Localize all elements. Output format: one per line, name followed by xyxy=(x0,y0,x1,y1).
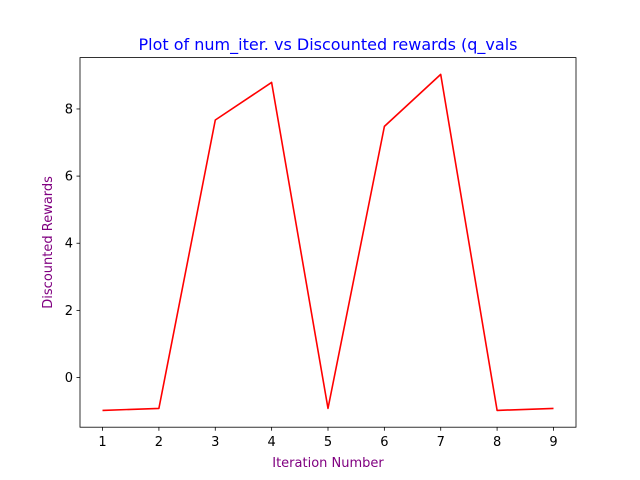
plot-area xyxy=(80,57,576,428)
y-tick-label: 6 xyxy=(65,170,73,185)
chart-title: Plot of num_iter. vs Discounted rewards … xyxy=(139,35,518,55)
y-tick-label: 0 xyxy=(65,371,73,386)
x-tick-label: 2 xyxy=(155,435,163,450)
x-tick-label: 7 xyxy=(437,435,445,450)
x-tick-label: 9 xyxy=(549,435,557,450)
y-tick-label: 4 xyxy=(65,237,73,252)
y-axis-label: Discounted Rewards xyxy=(41,176,56,309)
series-line xyxy=(102,73,554,412)
y-tick-label: 2 xyxy=(65,304,73,319)
y-tick-label: 8 xyxy=(65,102,73,117)
x-tick-label: 1 xyxy=(98,435,106,450)
x-tick-label: 8 xyxy=(493,435,501,450)
x-tick-label: 6 xyxy=(380,435,388,450)
x-tick-label: 4 xyxy=(267,435,275,450)
plot-frame xyxy=(79,57,577,428)
x-tick-label: 3 xyxy=(211,435,219,450)
x-axis-label: Iteration Number xyxy=(272,456,384,471)
x-axis-ticks: 1 2 3 4 5 6 7 8 9 xyxy=(98,427,558,450)
x-tick-label: 5 xyxy=(324,435,332,450)
y-axis-ticks: 0 2 4 6 8 xyxy=(65,102,80,386)
